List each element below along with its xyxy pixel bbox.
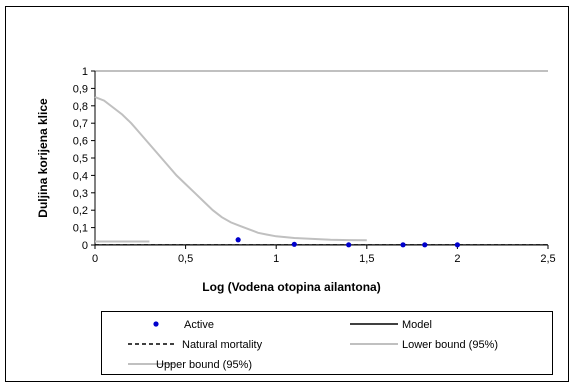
- y-tick-label: 0,7: [73, 118, 88, 130]
- y-axis-title: Duljina korijena klice: [36, 98, 50, 218]
- legend-swatch-active: [153, 321, 159, 327]
- x-tick-label: 0,5: [178, 253, 193, 265]
- data-point-active: [346, 242, 352, 248]
- legend-label-natural-mortality: Natural mortality: [182, 339, 263, 351]
- legend-label-upper-bound-95: Upper bound (95%): [156, 359, 252, 371]
- x-tick-label: 2,5: [540, 253, 555, 265]
- series-line-upper-bound-95: [94, 96, 367, 242]
- x-tick-label: 1,5: [359, 253, 374, 265]
- x-tick-label: 1: [273, 253, 279, 265]
- data-point-active: [454, 242, 460, 248]
- legend-svg: Active Model Natural mortality Lower bound …: [128, 319, 498, 371]
- y-tick-label: 0,6: [73, 136, 88, 148]
- legend-label-active: Active: [184, 319, 214, 331]
- data-point-active: [235, 237, 241, 243]
- y-tick-label: 0,8: [73, 101, 88, 113]
- data-point-active: [400, 242, 406, 248]
- x-tick-label: 2: [454, 253, 460, 265]
- y-tick-label: 0: [82, 240, 88, 252]
- legend-label-lower-bound-95: Lower bound (95%): [402, 339, 498, 351]
- y-tick-label: 1: [82, 66, 88, 78]
- y-tick-label: 0,1: [73, 223, 88, 235]
- data-point-active: [291, 241, 297, 247]
- x-tick-label: 0: [92, 253, 98, 265]
- chart-legend: Active Model Natural mortality Lower bound …: [101, 311, 553, 375]
- y-tick-label: 0,4: [73, 170, 88, 182]
- y-tick-label: 0,3: [73, 188, 88, 200]
- y-tick-label: 0,2: [73, 205, 88, 217]
- legend-label-model: Model: [402, 319, 432, 331]
- x-axis-title: Log (Vodena otopina ailantona): [202, 280, 380, 294]
- y-tick-label: 0,9: [73, 83, 88, 95]
- data-point-active: [422, 242, 428, 248]
- y-tick-label: 0,5: [73, 153, 88, 165]
